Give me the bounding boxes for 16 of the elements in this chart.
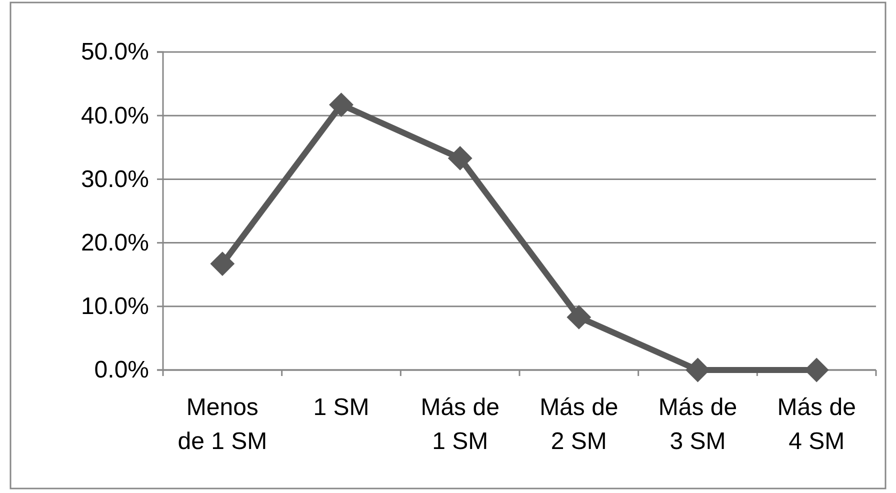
y-tick-label: 40.0% [80,102,149,130]
point [448,146,472,170]
x-tick-label: Más de 4 SM [777,394,856,455]
x-tick-label: Más de 1 SM [420,394,500,455]
x-tick-label: Más de 3 SM [658,394,738,455]
point [329,92,354,117]
y-tick-label: 20.0% [80,229,149,256]
y-tick-label: 50.0% [80,38,149,66]
x-tick-label: Menos de 1 SM [178,394,268,455]
x-tick-label: 1 SM [313,394,370,421]
x-tick-label: Más de 2 SM [540,394,618,455]
point [566,305,592,330]
y-tick-label: 30.0% [80,166,149,193]
y-tick-label: 0.0% [94,356,149,384]
point [210,252,235,276]
y-tick-label: 10.0% [80,293,149,320]
